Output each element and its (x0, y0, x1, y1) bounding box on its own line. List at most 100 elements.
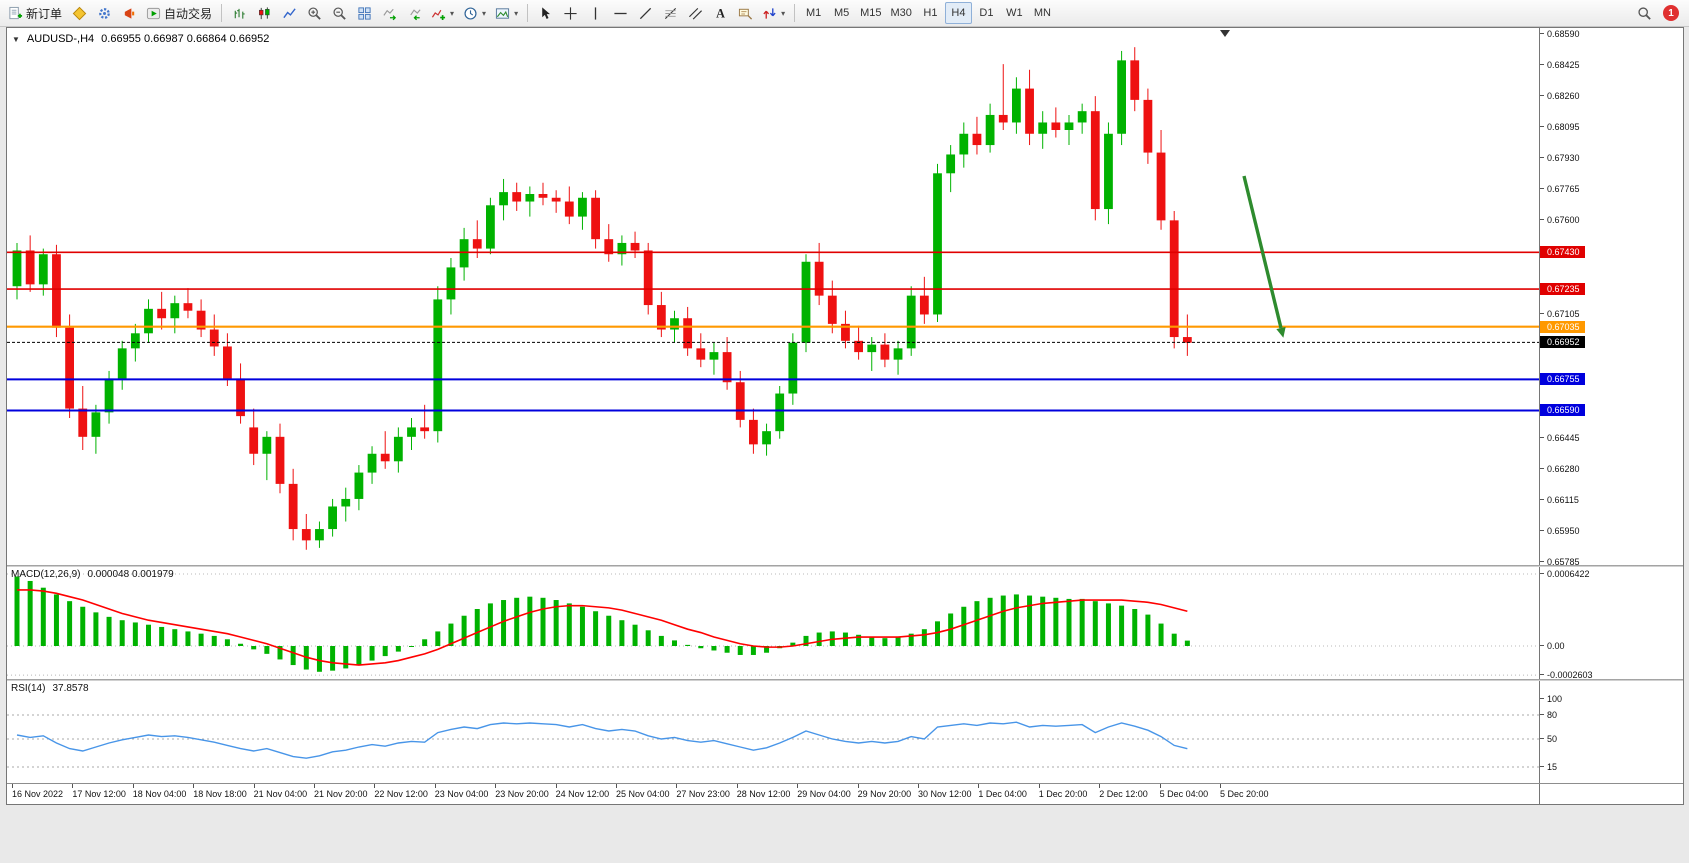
timeframe-w1-button[interactable]: W1 (1001, 2, 1028, 24)
rsi-axis-label: 15 (1539, 762, 1558, 772)
zoom-out-button[interactable] (327, 2, 351, 24)
price-axis-label: 0.65950 (1540, 525, 1580, 536)
time-axis-label: 16 Nov 2022 (12, 789, 64, 799)
text-label-button[interactable] (733, 2, 757, 24)
macd-axis-label: -0.0002603 (1540, 670, 1593, 681)
time-axis-tick (918, 784, 919, 788)
time-axis[interactable]: 16 Nov 2022 17 Nov 12:00 18 Nov 04:00 18 No… (7, 784, 1539, 804)
candlestick-chart-icon (258, 6, 269, 19)
timeframe-h4-button[interactable]: H4 (944, 2, 972, 24)
time-axis-label: 27 Nov 23:00 (676, 789, 730, 799)
new-order-icon (9, 6, 23, 19)
template-icon (496, 7, 510, 19)
trendline-button[interactable] (633, 2, 657, 24)
price-axis-label: 0.66445 (1540, 432, 1580, 443)
options-button[interactable] (92, 2, 116, 24)
macd-values: 0.000048 0.001979 (87, 569, 174, 580)
time-axis-tick (555, 784, 557, 788)
price-axis-label: 0.67600 (1540, 215, 1580, 226)
arrows-button[interactable]: ▾ (758, 2, 789, 24)
time-axis-label: 5 Dec 20:00 (1220, 789, 1269, 799)
new-order-label: 新订单 (26, 6, 63, 21)
templates-button[interactable]: ▾ (491, 2, 522, 24)
one-click-trading-toggle-icon[interactable]: ▼ (12, 34, 20, 44)
text-button[interactable]: A (708, 2, 732, 24)
time-axis-label: 17 Nov 12:00 (72, 789, 126, 799)
vertical-line-button[interactable] (583, 2, 607, 24)
macd-pane: MACD(12,26,9) 0.000048 0.001979 (7, 567, 1539, 679)
timeframe-m30-button[interactable]: M30 (887, 2, 916, 24)
candlestick-chart-button[interactable] (252, 2, 276, 24)
vertical-line-icon (594, 6, 596, 20)
notification-badge[interactable]: 1 (1663, 5, 1679, 21)
zoom-in-button[interactable] (302, 2, 326, 24)
time-axis-border (7, 783, 1683, 784)
chart-symbol-period: AUDUSD-,H4 (26, 33, 95, 45)
auto-scroll-icon (382, 8, 396, 20)
horizontal-line-button[interactable] (608, 2, 632, 24)
text-label-icon (738, 8, 752, 20)
gear-icon (98, 7, 110, 19)
price-axis-label: 0.68260 (1540, 91, 1580, 102)
time-axis-label: 25 Nov 04:00 (616, 789, 670, 799)
periods-button[interactable]: ▾ (459, 2, 490, 24)
time-axis-label: 21 Nov 04:00 (253, 789, 308, 799)
pane-splitter[interactable] (7, 565, 1683, 567)
line-chart-button[interactable] (277, 2, 301, 24)
time-axis-tick (736, 784, 738, 788)
search-button[interactable] (1632, 2, 1656, 24)
time-axis-tick (12, 784, 13, 788)
fibonacci-button[interactable] (658, 2, 682, 24)
timeframe-m1-button[interactable]: M1 (800, 2, 827, 24)
macd-axis-label: 0.0006422 (1540, 569, 1590, 579)
price-axis-label: 0.66115 (1540, 494, 1579, 505)
timeframe-m15-button[interactable]: M15 (856, 2, 885, 24)
bar-chart-button[interactable] (227, 2, 251, 24)
rsi-pane: RSI(14) 37.8578 (7, 681, 1539, 783)
time-axis-tick (676, 784, 678, 788)
tile-windows-button[interactable] (352, 2, 376, 24)
rsi-label: RSI(14) 37.8578 (11, 683, 89, 694)
chart-shift-icon (409, 8, 421, 20)
timeframe-h1-button[interactable]: H1 (917, 2, 944, 24)
chart-ohlc-values: 0.66955 0.66987 0.66864 0.66952 (101, 33, 270, 45)
auto-trading-button[interactable]: 自动交易 (142, 2, 216, 24)
rsi-value: 37.8578 (52, 683, 89, 694)
time-axis-label: 2 Dec 12:00 (1099, 789, 1148, 799)
price-axis-label: 0.67930 (1540, 153, 1580, 164)
time-axis-label: 29 Nov 20:00 (857, 789, 912, 799)
indicators-button[interactable]: ▾ (427, 2, 458, 24)
chart-shift-marker[interactable] (1220, 30, 1230, 37)
toolbar-separator (527, 4, 529, 22)
time-axis-label: 24 Nov 12:00 (555, 789, 610, 799)
toolbar-separator (794, 4, 796, 22)
clock-icon (464, 6, 477, 20)
time-axis-label: 18 Nov 18:00 (193, 789, 247, 799)
horizontal-line-icon (613, 12, 627, 14)
alerts-button[interactable] (117, 2, 141, 24)
channel-button[interactable] (683, 2, 707, 24)
time-axis-label: 1 Dec 20:00 (1038, 789, 1088, 799)
main-chart-pane: ▼ AUDUSD-,H4 0.66955 0.66987 0.66864 0.6… (7, 28, 1539, 565)
rsi-indicator-chart[interactable] (7, 681, 1539, 783)
metaeditor-button[interactable] (67, 2, 91, 24)
fibonacci-icon (664, 7, 676, 19)
new-order-button[interactable]: 新订单 (4, 2, 66, 24)
pane-splitter[interactable] (7, 679, 1683, 681)
timeframe-mn-button[interactable]: MN (1029, 2, 1056, 24)
cursor-button[interactable] (533, 2, 557, 24)
time-axis-label: 29 Nov 04:00 (797, 789, 851, 799)
down-arrow-annotation[interactable] (1242, 175, 1283, 329)
macd-indicator-chart[interactable] (7, 567, 1539, 679)
crosshair-button[interactable] (558, 2, 582, 24)
auto-scroll-button[interactable] (377, 2, 401, 24)
time-axis-tick (314, 784, 315, 788)
timeframe-d1-button[interactable]: D1 (973, 2, 1000, 24)
price-axis[interactable]: 0.68590 0.68425 0.68260 0.68095 0.67930 0.677… (1539, 28, 1683, 804)
time-axis-label: 21 Nov 20:00 (314, 789, 368, 799)
chart-shift-button[interactable] (402, 2, 426, 24)
price-tag: 0.67430 (1540, 246, 1585, 259)
timeframe-m5-button[interactable]: M5 (828, 2, 855, 24)
bar-chart-icon (234, 8, 245, 19)
candlestick-chart[interactable] (7, 28, 1539, 565)
